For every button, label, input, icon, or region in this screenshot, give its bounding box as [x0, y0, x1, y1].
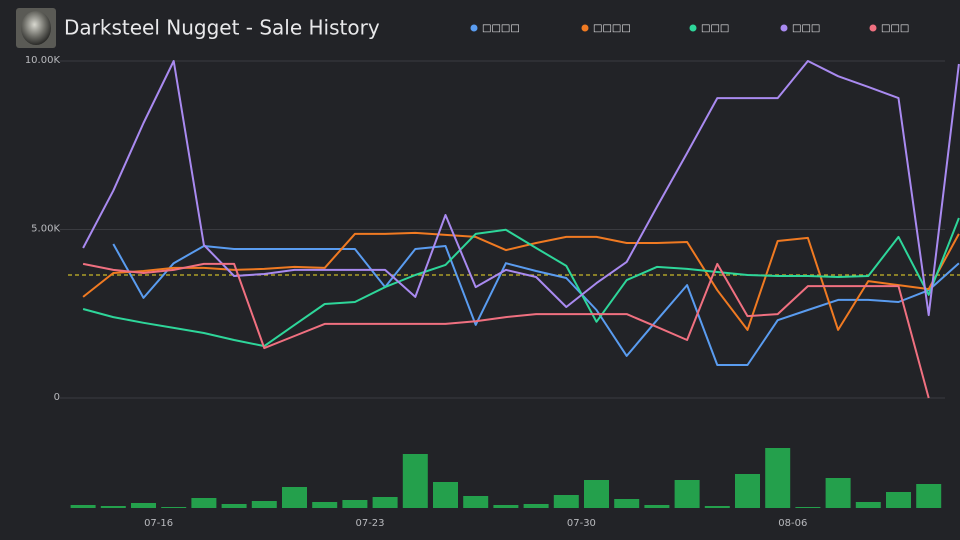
volume-bar [735, 474, 760, 508]
volume-bar [70, 505, 96, 508]
x-tick-label: 07-16 [144, 518, 173, 529]
volume-bar [100, 506, 126, 508]
volume-bar [553, 495, 579, 508]
x-tick-label: 08-06 [778, 518, 807, 529]
x-tick-label: 07-23 [355, 518, 384, 529]
nugget-image [21, 11, 51, 45]
price-line [82, 217, 960, 348]
volume-bar [523, 504, 549, 508]
legend-swatch [689, 24, 697, 32]
legend-swatch [581, 24, 589, 32]
volume-bar [674, 480, 700, 508]
volume-bar [191, 498, 217, 508]
volume-bar [161, 507, 187, 508]
volume-bar [433, 482, 458, 508]
volume-bar [795, 507, 821, 508]
volume-bar [372, 497, 398, 508]
legend-label: □□□□ [593, 23, 631, 34]
legend-label: □□□□ [482, 23, 520, 34]
volume-bar [342, 500, 368, 508]
volume-bar [251, 501, 277, 508]
y-tick-label: 0 [54, 392, 60, 403]
volume-bar [463, 496, 489, 508]
chart-title: Darksteel Nugget - Sale History [64, 16, 380, 40]
legend-label: □□□ [701, 23, 729, 34]
volume-bar [704, 506, 730, 508]
volume-bar [644, 505, 670, 508]
volume-bar [131, 503, 156, 508]
volume-bar [221, 504, 247, 508]
volume-bar [825, 478, 851, 508]
volume-bar [402, 454, 428, 508]
volume-bar [855, 502, 881, 508]
y-tick-label: 10.00K [25, 55, 61, 66]
legend-swatch [470, 24, 478, 32]
volume-bar [886, 492, 911, 508]
legend-swatch [869, 24, 877, 32]
legend-swatch [780, 24, 788, 32]
volume-bar [916, 484, 942, 508]
volume-bar [282, 487, 307, 508]
price-line [112, 243, 960, 366]
volume-bar [312, 502, 338, 508]
price-line [82, 262, 930, 399]
volume-bar [584, 480, 609, 508]
x-tick-label: 07-30 [567, 518, 596, 529]
price-line [82, 60, 960, 317]
volume-bar [765, 448, 791, 508]
volume-bar [614, 499, 640, 508]
volume-bar [493, 505, 519, 508]
legend-label: □□□ [881, 23, 909, 34]
y-tick-label: 5.00K [31, 224, 60, 235]
legend-label: □□□ [792, 23, 820, 34]
